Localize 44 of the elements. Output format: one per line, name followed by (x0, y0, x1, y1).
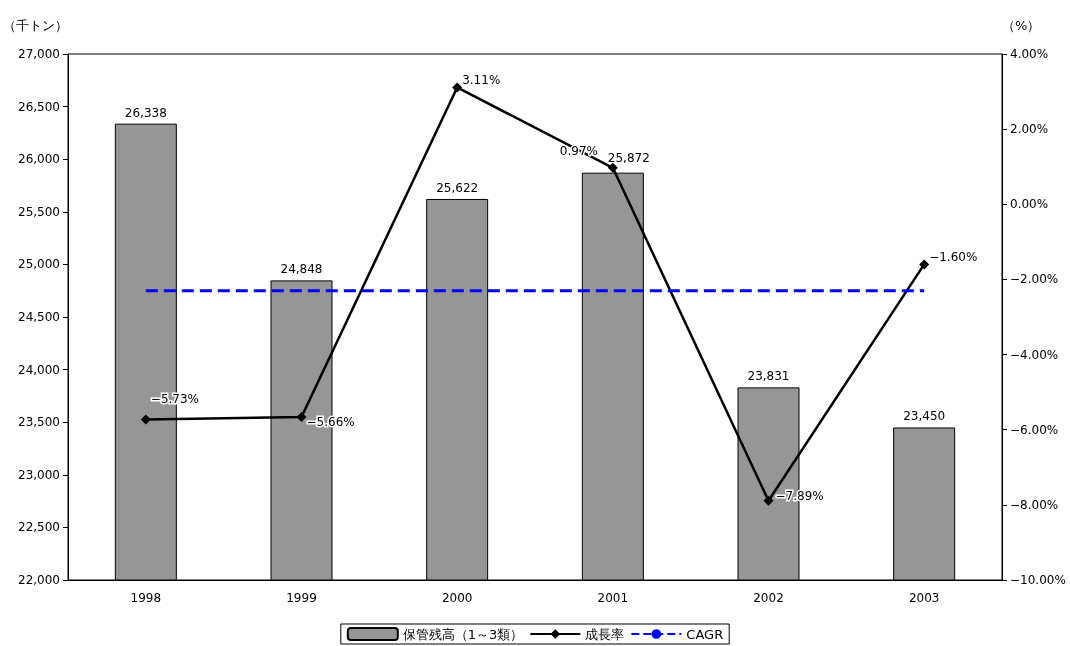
legend-label: CAGR (686, 626, 724, 642)
point (607, 162, 618, 173)
point (919, 259, 930, 270)
y2-tick-label: 2.00% (1010, 122, 1049, 137)
y2-tick-label: −10.00% (1010, 573, 1066, 587)
x-tick-label: 2003 (908, 591, 940, 605)
legend-label: 保管残高（1～3類） (402, 626, 524, 642)
x-tick-label: 1998 (130, 591, 162, 605)
x-tick-label: 2002 (753, 591, 784, 605)
legend-label: 成長率 (585, 626, 625, 642)
data-label: 3.11% (462, 73, 501, 88)
y2-tick-label: 0.00% (1010, 197, 1049, 212)
y-tick-label: 26,000 (18, 152, 60, 167)
x-tick-label: 2001 (597, 591, 629, 605)
point (763, 495, 774, 506)
y-tick-label: 26,500 (18, 99, 60, 114)
y2-tick-label: −2.00% (1010, 272, 1059, 287)
data-label: 23,450 (903, 409, 946, 424)
y2-tick-label: −6.00% (1010, 422, 1059, 437)
data-label: 25,622 (436, 180, 479, 195)
y-tick-label: 22,500 (18, 520, 60, 535)
x-tick-label: 1999 (286, 591, 317, 605)
y-tick-label: 24,500 (18, 310, 60, 324)
y-tick-label: 25,000 (18, 257, 60, 272)
x-tick-label: 2000 (441, 591, 473, 605)
point (140, 414, 151, 425)
data-label: 24,848 (280, 262, 323, 277)
y-tick-label: 23,000 (18, 467, 60, 482)
data-label: 23,831 (747, 369, 790, 384)
point (296, 411, 307, 422)
y-tick-label: 23,500 (18, 415, 60, 430)
y2-axis-title: （%） (1002, 18, 1041, 33)
data-label: 25,872 (607, 150, 650, 165)
y-tick-label: 25,500 (18, 204, 60, 219)
y-tick-label: 27,000 (18, 47, 60, 61)
y-tick-label: 24,000 (18, 362, 60, 377)
point (452, 82, 463, 93)
data-label: 26,338 (124, 105, 167, 120)
y2-tick-label: −4.00% (1010, 347, 1059, 362)
y-axis-title: （千トン） (3, 18, 68, 33)
y2-tick-label: −8.00% (1010, 497, 1059, 512)
y-tick-label: 22,000 (18, 573, 60, 587)
data-label: −1.60% (929, 250, 978, 265)
y2-tick-label: 4.00% (1010, 47, 1049, 61)
